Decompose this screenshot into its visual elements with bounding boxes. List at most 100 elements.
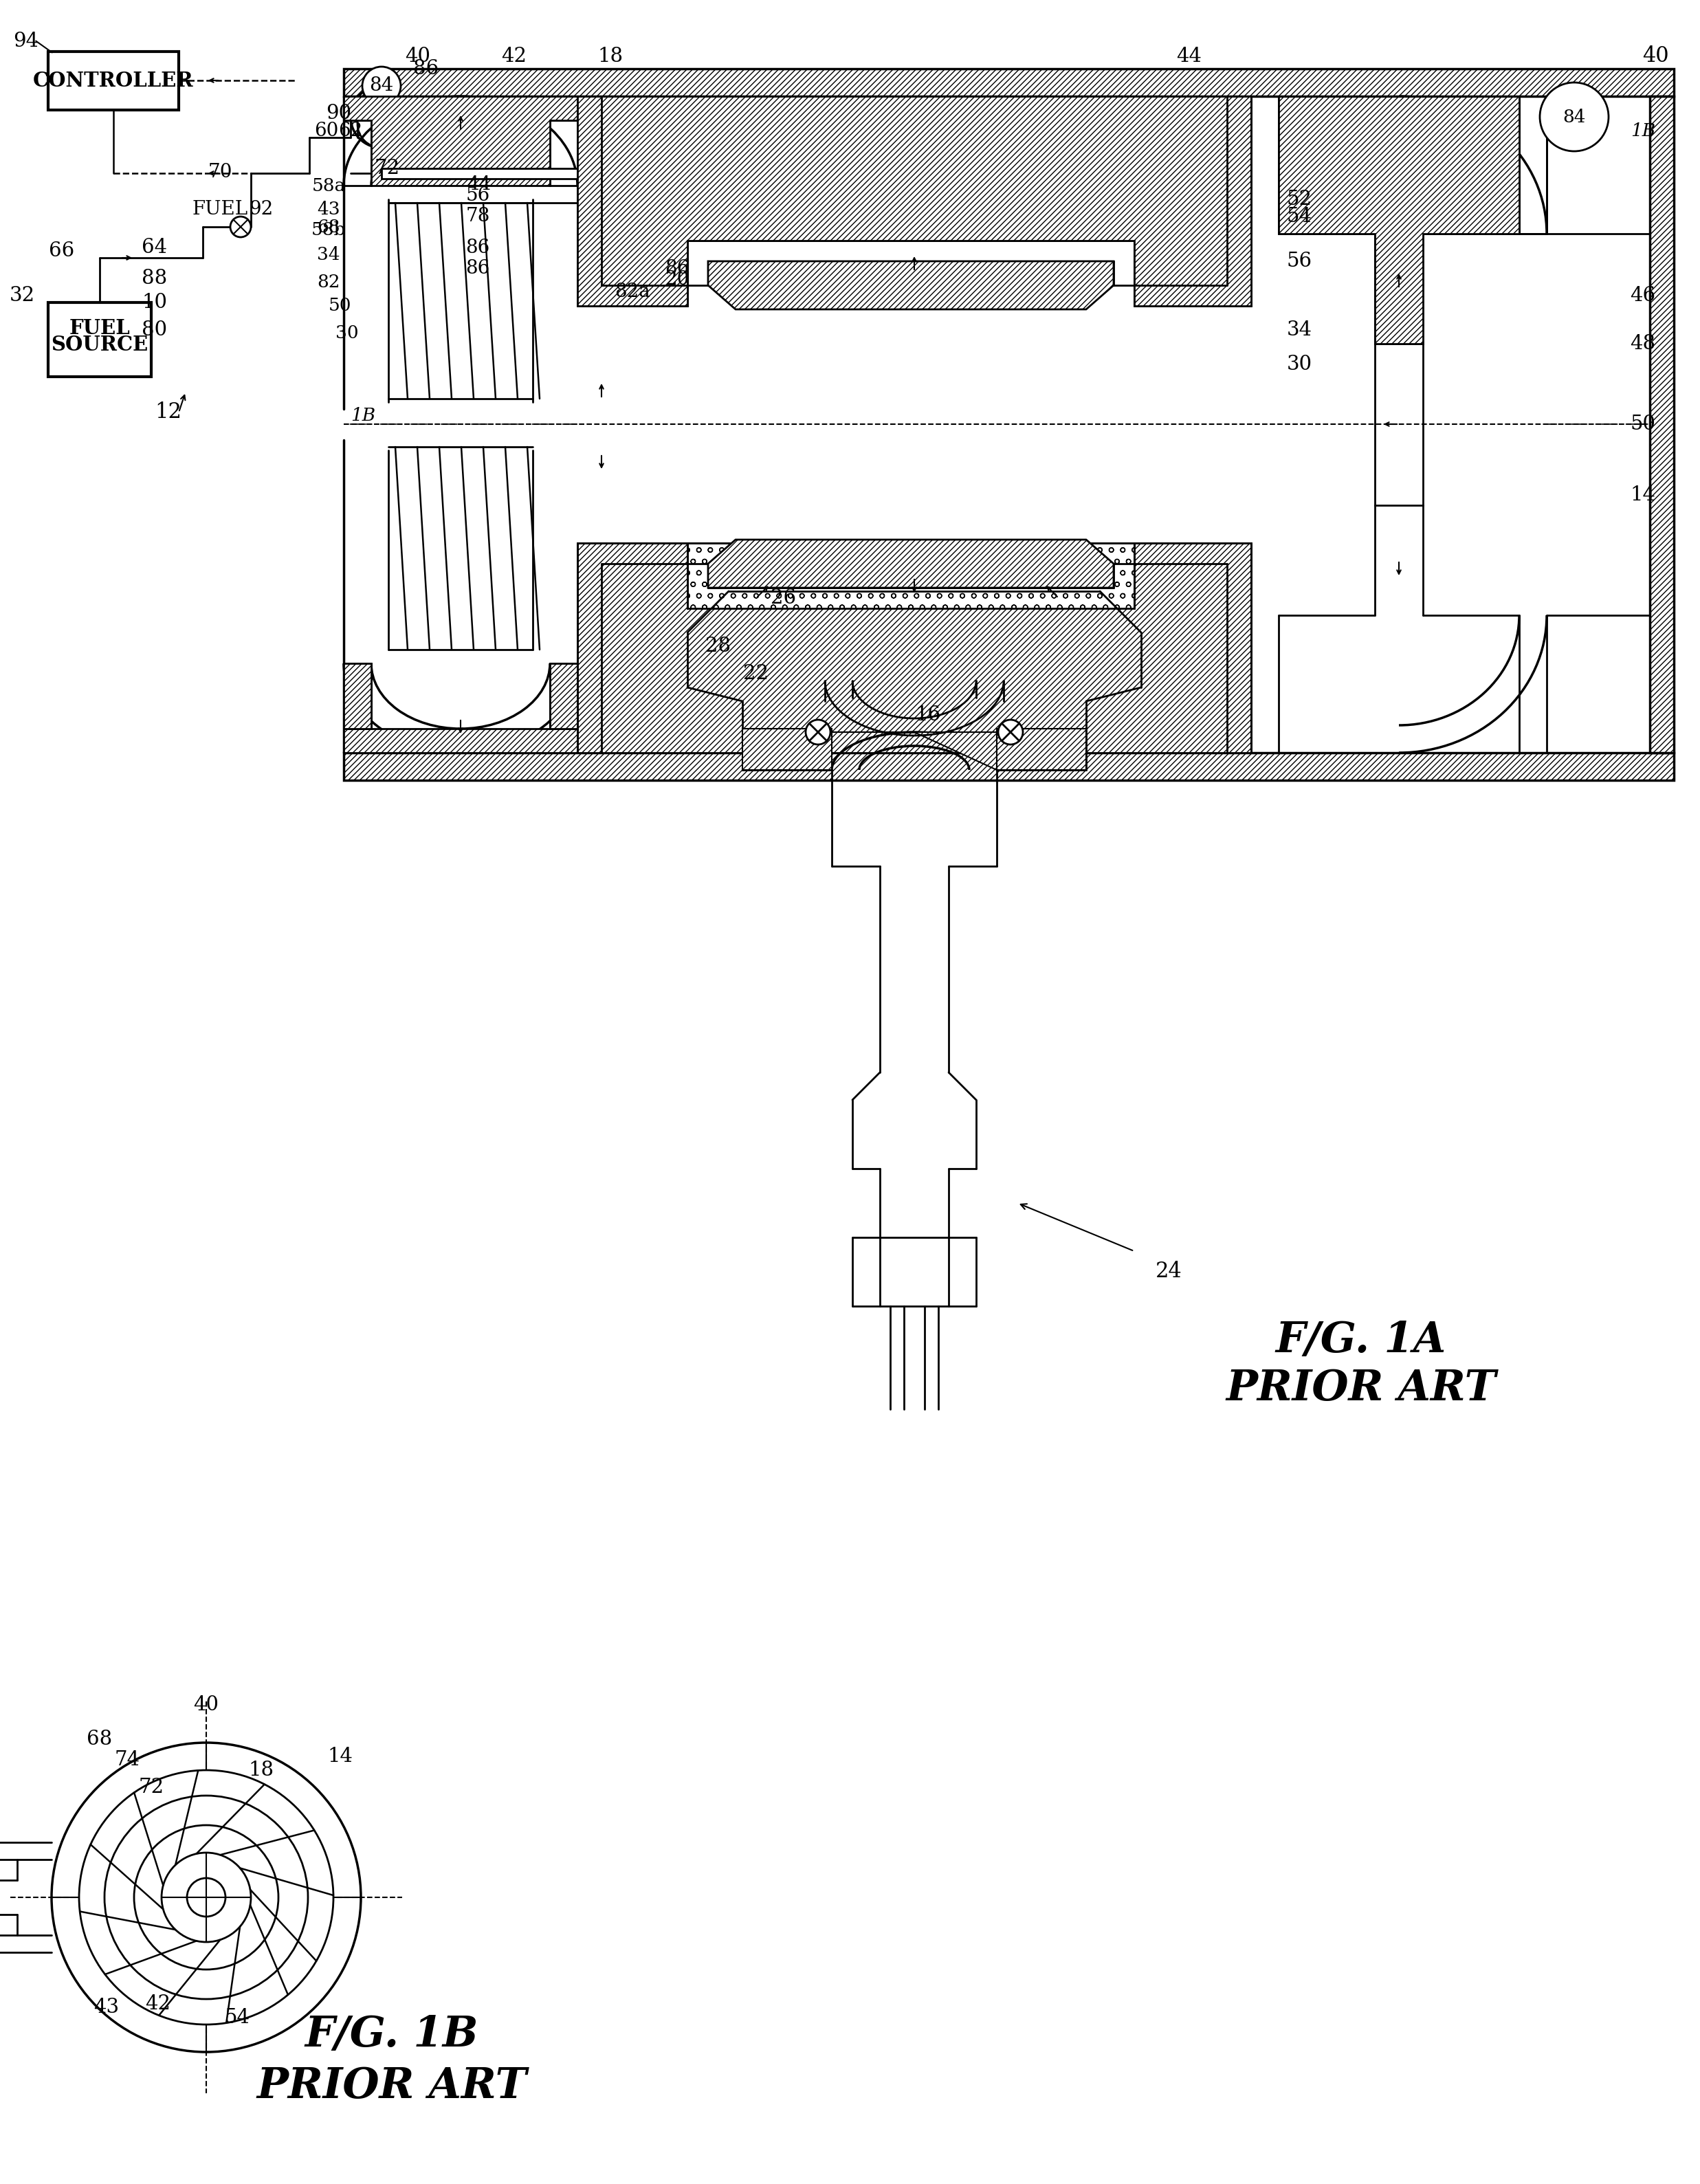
Circle shape xyxy=(998,721,1023,745)
Text: 86: 86 xyxy=(466,260,490,277)
Text: 82: 82 xyxy=(316,273,340,290)
Bar xyxy=(48,52,178,109)
Text: CONTROLLER: CONTROLLER xyxy=(32,70,194,90)
Polygon shape xyxy=(343,729,578,753)
Text: 1B: 1B xyxy=(350,406,376,424)
Text: 30: 30 xyxy=(335,325,359,343)
Bar xyxy=(48,301,151,376)
Circle shape xyxy=(187,1878,226,1918)
Polygon shape xyxy=(743,729,831,771)
Polygon shape xyxy=(343,753,1674,780)
Text: 34: 34 xyxy=(316,247,340,262)
Text: 72: 72 xyxy=(138,1778,163,1797)
Text: 94: 94 xyxy=(14,31,39,50)
Text: 24: 24 xyxy=(1156,1260,1181,1282)
Circle shape xyxy=(104,1795,308,1998)
Text: PRIOR ART: PRIOR ART xyxy=(1226,1367,1496,1409)
Polygon shape xyxy=(707,262,1114,310)
Polygon shape xyxy=(578,96,1251,306)
Text: 44: 44 xyxy=(468,175,491,194)
Text: 30: 30 xyxy=(1287,354,1312,373)
Text: 80: 80 xyxy=(141,321,167,339)
Text: 86: 86 xyxy=(413,59,439,79)
Polygon shape xyxy=(996,729,1086,771)
Text: 60: 60 xyxy=(314,122,338,140)
Text: 64: 64 xyxy=(141,238,167,258)
Text: 43: 43 xyxy=(316,201,340,218)
Text: 86: 86 xyxy=(665,260,688,277)
Text: 50: 50 xyxy=(328,297,352,314)
Text: 20: 20 xyxy=(665,271,688,288)
Text: 14: 14 xyxy=(1630,485,1656,505)
Text: 10: 10 xyxy=(143,293,167,312)
Text: 92: 92 xyxy=(250,201,274,218)
Circle shape xyxy=(230,216,252,238)
Text: 40: 40 xyxy=(1642,46,1669,68)
Bar xyxy=(381,168,578,179)
Text: 22: 22 xyxy=(743,664,768,684)
Circle shape xyxy=(1540,83,1608,151)
Text: 86: 86 xyxy=(466,238,490,258)
Text: 82a: 82a xyxy=(615,284,649,301)
Text: 56: 56 xyxy=(1287,251,1312,271)
Polygon shape xyxy=(707,539,1114,587)
Text: F/G. 1A: F/G. 1A xyxy=(1275,1319,1447,1361)
Polygon shape xyxy=(1649,96,1674,753)
Text: 40: 40 xyxy=(194,1695,219,1714)
Circle shape xyxy=(80,1771,333,2025)
Text: 48: 48 xyxy=(1630,334,1656,354)
Text: 62: 62 xyxy=(338,122,362,140)
Circle shape xyxy=(806,721,830,745)
Text: 78: 78 xyxy=(466,207,490,225)
Text: F/G. 1B: F/G. 1B xyxy=(304,2014,479,2055)
Polygon shape xyxy=(549,664,578,729)
Polygon shape xyxy=(1251,96,1547,343)
Text: 88: 88 xyxy=(141,269,168,288)
Text: 43: 43 xyxy=(94,1998,119,2018)
Polygon shape xyxy=(687,544,1134,609)
Text: 68: 68 xyxy=(87,1730,112,1749)
Text: SOURCE: SOURCE xyxy=(51,334,148,356)
Circle shape xyxy=(134,1826,279,1970)
Text: PRIOR ART: PRIOR ART xyxy=(257,2066,527,2108)
Text: 84: 84 xyxy=(369,76,394,96)
Text: 42: 42 xyxy=(501,46,527,66)
Text: 46: 46 xyxy=(1630,286,1656,306)
Text: 34: 34 xyxy=(1287,321,1312,339)
Text: 90: 90 xyxy=(326,105,352,122)
Text: 28: 28 xyxy=(705,636,731,655)
Text: FUEL: FUEL xyxy=(70,319,131,339)
Text: 54: 54 xyxy=(1287,207,1312,227)
Text: 70: 70 xyxy=(207,162,233,181)
Text: 18: 18 xyxy=(248,1760,274,1780)
Text: 58a: 58a xyxy=(311,177,345,194)
Text: 18: 18 xyxy=(598,46,624,66)
Text: 56: 56 xyxy=(466,186,490,205)
Text: 58b: 58b xyxy=(311,223,345,238)
Polygon shape xyxy=(343,68,1674,96)
Polygon shape xyxy=(343,96,578,186)
Text: 50: 50 xyxy=(1630,415,1656,435)
Text: 26: 26 xyxy=(770,587,796,607)
Circle shape xyxy=(51,1743,360,2053)
Polygon shape xyxy=(831,732,996,771)
Text: 1B: 1B xyxy=(1630,122,1656,140)
Text: 44: 44 xyxy=(1176,46,1202,66)
Text: 40: 40 xyxy=(405,46,430,66)
Text: 74: 74 xyxy=(114,1749,139,1769)
Text: 16: 16 xyxy=(915,705,940,725)
Text: 14: 14 xyxy=(328,1747,354,1767)
Text: 32: 32 xyxy=(8,286,34,306)
Text: FUEL: FUEL xyxy=(192,201,248,218)
Polygon shape xyxy=(578,544,1251,753)
Text: 84: 84 xyxy=(1562,109,1586,124)
Text: 42: 42 xyxy=(146,1994,170,2014)
Circle shape xyxy=(162,1852,252,1942)
Text: 72: 72 xyxy=(374,159,399,179)
Text: 68: 68 xyxy=(318,218,340,236)
Circle shape xyxy=(362,68,401,105)
Text: 12: 12 xyxy=(155,402,182,424)
Text: 52: 52 xyxy=(1287,190,1312,210)
Text: 54: 54 xyxy=(224,2007,250,2027)
Polygon shape xyxy=(343,664,371,729)
